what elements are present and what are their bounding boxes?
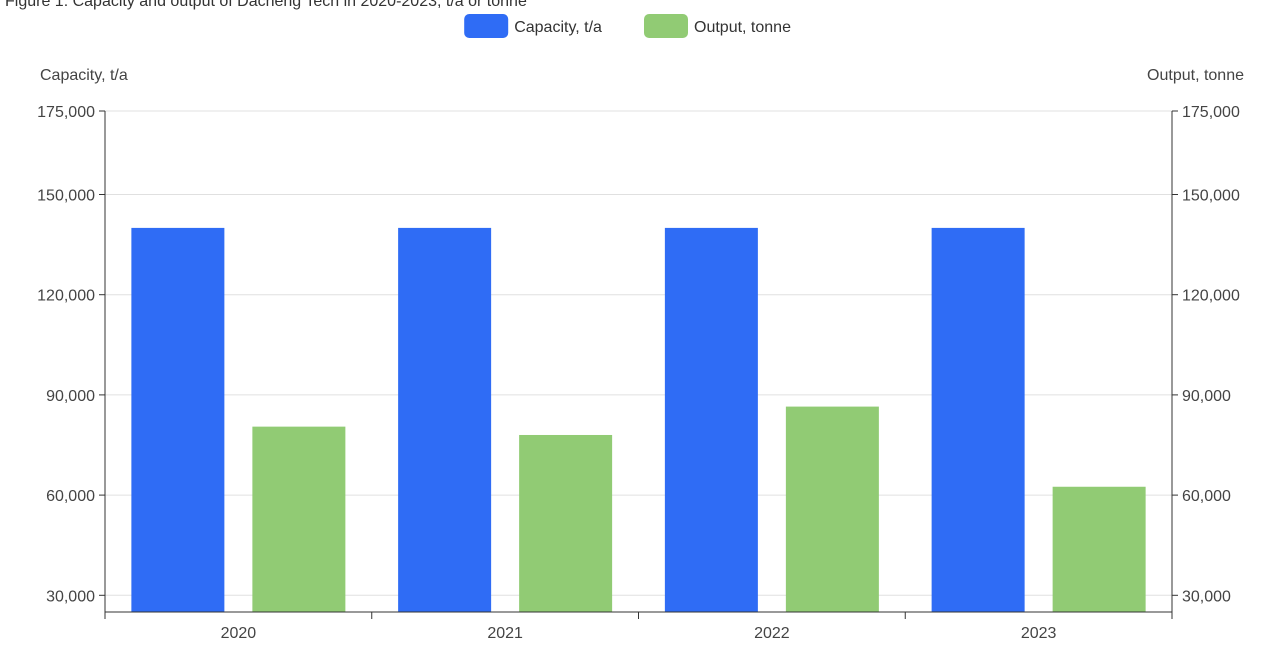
bar-capacity-2023[interactable] <box>931 227 1025 612</box>
x-tick-label: 2020 <box>221 625 257 642</box>
y-tick-label-right: 150,000 <box>1182 188 1240 205</box>
y-tick-label-left: 120,000 <box>37 288 95 305</box>
y-tick-label-left: 60,000 <box>46 488 95 505</box>
x-tick-label: 2022 <box>754 625 790 642</box>
y-tick-label-left: 175,000 <box>37 104 95 121</box>
legend-swatch-output[interactable] <box>644 14 688 38</box>
bar-output-2020[interactable] <box>252 426 346 612</box>
y-tick-label-right: 30,000 <box>1182 588 1231 605</box>
legend-swatch-capacity[interactable] <box>464 14 509 38</box>
y-tick-label-right: 60,000 <box>1182 488 1231 505</box>
bar-capacity-2021[interactable] <box>398 227 492 612</box>
chart-title: Figure 1: Capacity and output of Dacheng… <box>5 0 527 10</box>
y-axis-right-label: Output, tonne <box>1147 67 1244 84</box>
y-tick-label-right: 175,000 <box>1182 104 1240 121</box>
y-tick-label-right: 120,000 <box>1182 288 1240 305</box>
bars <box>131 227 1146 612</box>
legend[interactable]: Capacity, t/a Output, tonne <box>464 14 791 38</box>
bar-output-2022[interactable] <box>785 406 879 612</box>
axes <box>99 110 1178 619</box>
bar-output-2023[interactable] <box>1052 486 1146 612</box>
legend-label-capacity[interactable]: Capacity, t/a <box>514 19 602 36</box>
y-axis-left-label: Capacity, t/a <box>40 67 128 84</box>
y-tick-label-left: 90,000 <box>46 388 95 405</box>
bar-capacity-2020[interactable] <box>131 227 225 612</box>
bar-capacity-2022[interactable] <box>664 227 758 612</box>
y-tick-label-left: 30,000 <box>46 588 95 605</box>
y-tick-label-left: 150,000 <box>37 188 95 205</box>
bar-output-2021[interactable] <box>519 434 613 612</box>
legend-label-output[interactable]: Output, tonne <box>694 19 791 36</box>
tick-labels: 30,000 30,000 60,000 60,000 90,000 90,000 120,… <box>37 104 1240 642</box>
x-tick-label: 2023 <box>1021 625 1057 642</box>
y-tick-label-right: 90,000 <box>1182 388 1231 405</box>
x-tick-label: 2021 <box>487 625 523 642</box>
